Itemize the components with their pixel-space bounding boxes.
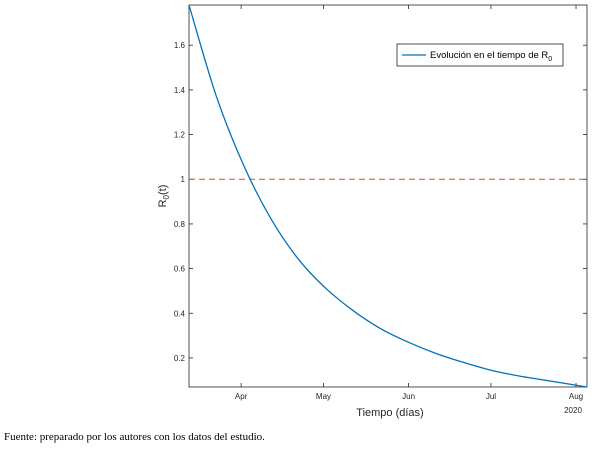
y-axis-ticks: 0.2 0.4 0.6 0.8 1 1.2 1.4 1.6 (174, 41, 587, 363)
x-axis-ticks: Apr May Jun Jul Aug (235, 5, 583, 401)
y-tick-label: 1 (181, 175, 186, 184)
legend-box (396, 43, 564, 67)
y-tick-label: 0.4 (174, 309, 186, 318)
figure-caption: Fuente: preparado por los autores con lo… (4, 431, 265, 443)
y-tick-label: 0.2 (174, 354, 186, 363)
x-axis-title: Tiempo (días) (356, 407, 423, 419)
x-tick-label: Jun (402, 392, 415, 401)
plot-area (188, 4, 588, 388)
chart: 0.2 0.4 0.6 0.8 1 1.2 1.4 1.6 Apr May Jun Jul Aug E… (157, 4, 588, 419)
y-tick-label: 1.2 (174, 131, 186, 140)
y-tick-label: 0.6 (174, 265, 186, 274)
legend: Evolución en el tiempo de R0 (396, 43, 564, 67)
x-tick-label: May (316, 392, 331, 401)
y-tick-label: 1.4 (174, 86, 186, 95)
x-axis-year-label: 2020 (564, 406, 582, 415)
x-tick-label: Jul (486, 392, 496, 401)
x-tick-label: Apr (235, 392, 248, 401)
legend-label: Evolución en el tiempo de R0 (430, 50, 552, 63)
x-tick-label: Aug (569, 392, 583, 401)
y-tick-label: 1.6 (174, 41, 186, 50)
series-line-r0 (188, 4, 588, 388)
y-tick-label: 0.8 (174, 220, 186, 229)
y-axis-title: R0(t) (157, 185, 171, 208)
